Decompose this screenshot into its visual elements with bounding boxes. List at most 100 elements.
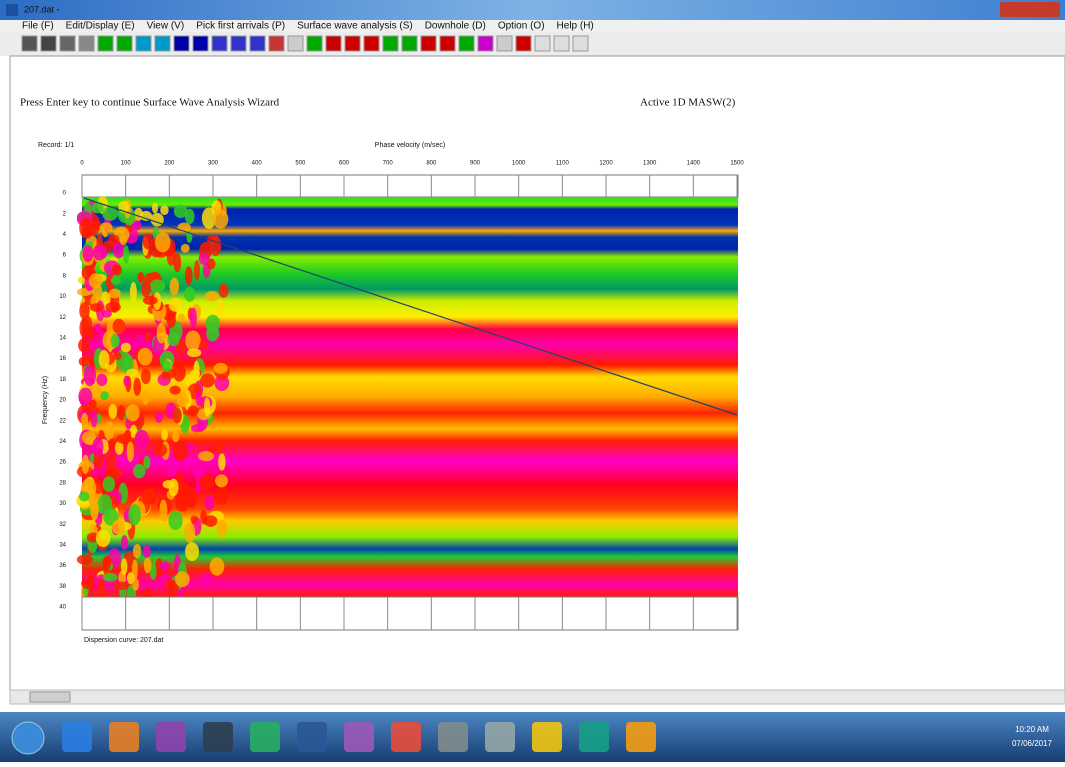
tool-button[interactable]: [79, 36, 94, 51]
noise-blob: [155, 411, 163, 422]
noise-blob: [144, 557, 152, 574]
menu-item[interactable]: Surface wave analysis (S): [297, 21, 413, 32]
tool-button[interactable]: [345, 36, 360, 51]
noise-blob: [181, 244, 190, 253]
tool-button[interactable]: [60, 36, 75, 51]
taskbar-app[interactable]: [391, 722, 421, 752]
taskbar-app[interactable]: [109, 722, 139, 752]
tool-button[interactable]: [212, 36, 227, 51]
menu-item[interactable]: File (F): [22, 21, 54, 32]
noise-blob: [93, 245, 107, 261]
screen: 207.dat - File (F)Edit/Display (E)View (…: [0, 0, 1065, 762]
noise-blob: [99, 350, 110, 369]
scrollbar[interactable]: [10, 690, 1065, 704]
tool-button[interactable]: [174, 36, 189, 51]
noise-blob: [128, 504, 141, 525]
menu-item[interactable]: Edit/Display (E): [66, 21, 135, 32]
window-controls[interactable]: [1000, 2, 1060, 17]
taskbar-app[interactable]: [485, 722, 515, 752]
y-tick-label: 38: [59, 584, 66, 590]
tool-button[interactable]: [402, 36, 417, 51]
x-tick-label: 1300: [643, 161, 657, 167]
noise-blob: [184, 522, 195, 542]
tool-button[interactable]: [41, 36, 56, 51]
noise-blob: [144, 332, 150, 342]
noise-blob: [199, 474, 215, 490]
tool-button[interactable]: [307, 36, 322, 51]
noise-blob: [170, 386, 181, 395]
noise-blob: [210, 557, 225, 575]
taskbar-app[interactable]: [203, 722, 233, 752]
menu-item[interactable]: Help (H): [557, 21, 594, 32]
x-axis-label: Phase velocity (m/sec): [375, 142, 445, 149]
noise-blob: [104, 556, 111, 570]
taskbar-app[interactable]: [579, 722, 609, 752]
start-button[interactable]: [12, 722, 44, 754]
taskbar-app[interactable]: [62, 722, 92, 752]
tool-button[interactable]: [193, 36, 208, 51]
tool-button[interactable]: [231, 36, 246, 51]
title-bar: [0, 0, 1065, 20]
noise-blob: [213, 210, 229, 229]
noise-blob: [109, 289, 121, 299]
noise-blob: [112, 520, 125, 535]
noise-blob: [98, 578, 106, 599]
menu-item[interactable]: Pick first arrivals (P): [196, 21, 285, 32]
tool-button[interactable]: [459, 36, 474, 51]
noise-blob: [79, 492, 90, 502]
noise-blob: [114, 352, 122, 360]
tool-button[interactable]: [136, 36, 151, 51]
taskbar-app[interactable]: [626, 722, 656, 752]
noise-blob: [157, 323, 166, 344]
tool-button[interactable]: [535, 36, 550, 51]
tool-button[interactable]: [516, 36, 531, 51]
tool-button[interactable]: [117, 36, 132, 51]
menu-item[interactable]: Downhole (D): [425, 21, 486, 32]
x-tick-label: 800: [426, 161, 437, 167]
taskbar-app[interactable]: [250, 722, 280, 752]
noise-blob: [199, 341, 209, 350]
y-tick-label: 16: [59, 356, 66, 362]
menu-item[interactable]: Option (O): [498, 21, 545, 32]
noise-blob: [82, 455, 90, 475]
tool-button[interactable]: [326, 36, 341, 51]
plot-footer: [82, 597, 738, 630]
tool-button[interactable]: [250, 36, 265, 51]
noise-blob: [200, 573, 213, 584]
taskbar-app[interactable]: [532, 722, 562, 752]
tool-button[interactable]: [155, 36, 170, 51]
taskbar-app[interactable]: [156, 722, 186, 752]
tool-button[interactable]: [421, 36, 436, 51]
tool-button[interactable]: [554, 36, 569, 51]
noise-blob: [103, 476, 115, 492]
scroll-thumb[interactable]: [30, 692, 70, 702]
tool-button[interactable]: [573, 36, 588, 51]
tool-button[interactable]: [364, 36, 379, 51]
taskbar-app[interactable]: [344, 722, 374, 752]
noise-blob: [190, 515, 197, 523]
x-tick-label: 1400: [687, 161, 701, 167]
noise-blob: [214, 363, 228, 374]
noise-blob: [111, 334, 120, 348]
tool-button[interactable]: [383, 36, 398, 51]
tool-button[interactable]: [440, 36, 455, 51]
tool-button[interactable]: [98, 36, 113, 51]
noise-blob: [218, 453, 226, 470]
tool-button[interactable]: [478, 36, 493, 51]
tool-button[interactable]: [22, 36, 37, 51]
menu-item[interactable]: View (V): [147, 21, 185, 32]
tool-button[interactable]: [269, 36, 284, 51]
noise-blob: [132, 578, 139, 590]
noise-blob: [200, 373, 215, 387]
noise-blob: [173, 440, 187, 461]
record-label: Record: 1/1: [38, 142, 74, 149]
taskbar-app[interactable]: [438, 722, 468, 752]
noise-blob: [206, 326, 219, 342]
tool-button[interactable]: [288, 36, 303, 51]
noise-blob: [94, 324, 101, 333]
y-tick-label: 34: [59, 542, 66, 548]
taskbar-app[interactable]: [297, 722, 327, 752]
tool-button[interactable]: [497, 36, 512, 51]
status-prompt: Press Enter key to continue Surface Wave…: [20, 97, 280, 109]
x-tick-label: 400: [252, 161, 263, 167]
